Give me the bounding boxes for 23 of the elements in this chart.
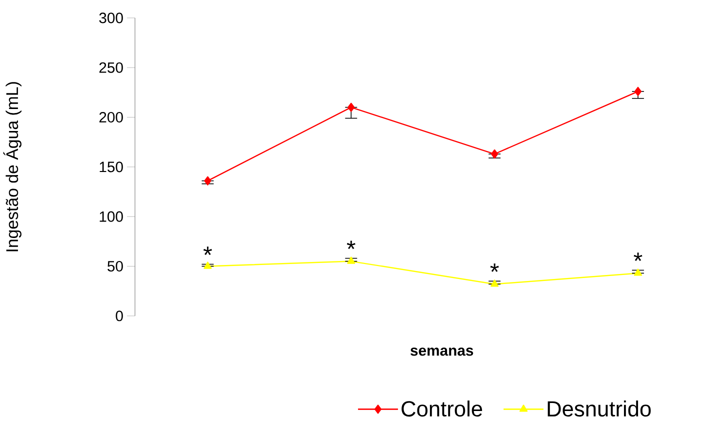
y-tick-label: 250 [99, 62, 123, 74]
annotation: * [346, 240, 356, 250]
legend-label: Desnutrido [548, 400, 651, 417]
x-axis-title: semanas [410, 348, 474, 356]
point [204, 176, 212, 186]
y-tick-label: 200 [99, 112, 123, 123]
annotation: * [490, 264, 499, 272]
annotation: * [634, 252, 642, 262]
point [490, 280, 499, 287]
annotation: * [203, 246, 212, 256]
point [490, 150, 498, 159]
y-tick-label: 300 [99, 12, 123, 24]
legend-label: Controle [402, 400, 482, 417]
y-tick-label: 0 [116, 310, 123, 322]
y-tick-label: 150 [100, 162, 123, 172]
y-tick-label: 50 [108, 261, 123, 272]
point [347, 256, 356, 264]
point [634, 268, 642, 276]
y-tick-label: 100 [100, 212, 123, 222]
point [348, 102, 355, 112]
y-axis-title: Ingestão de Água (mL) [3, 82, 22, 252]
point [634, 87, 642, 96]
point [204, 262, 212, 270]
